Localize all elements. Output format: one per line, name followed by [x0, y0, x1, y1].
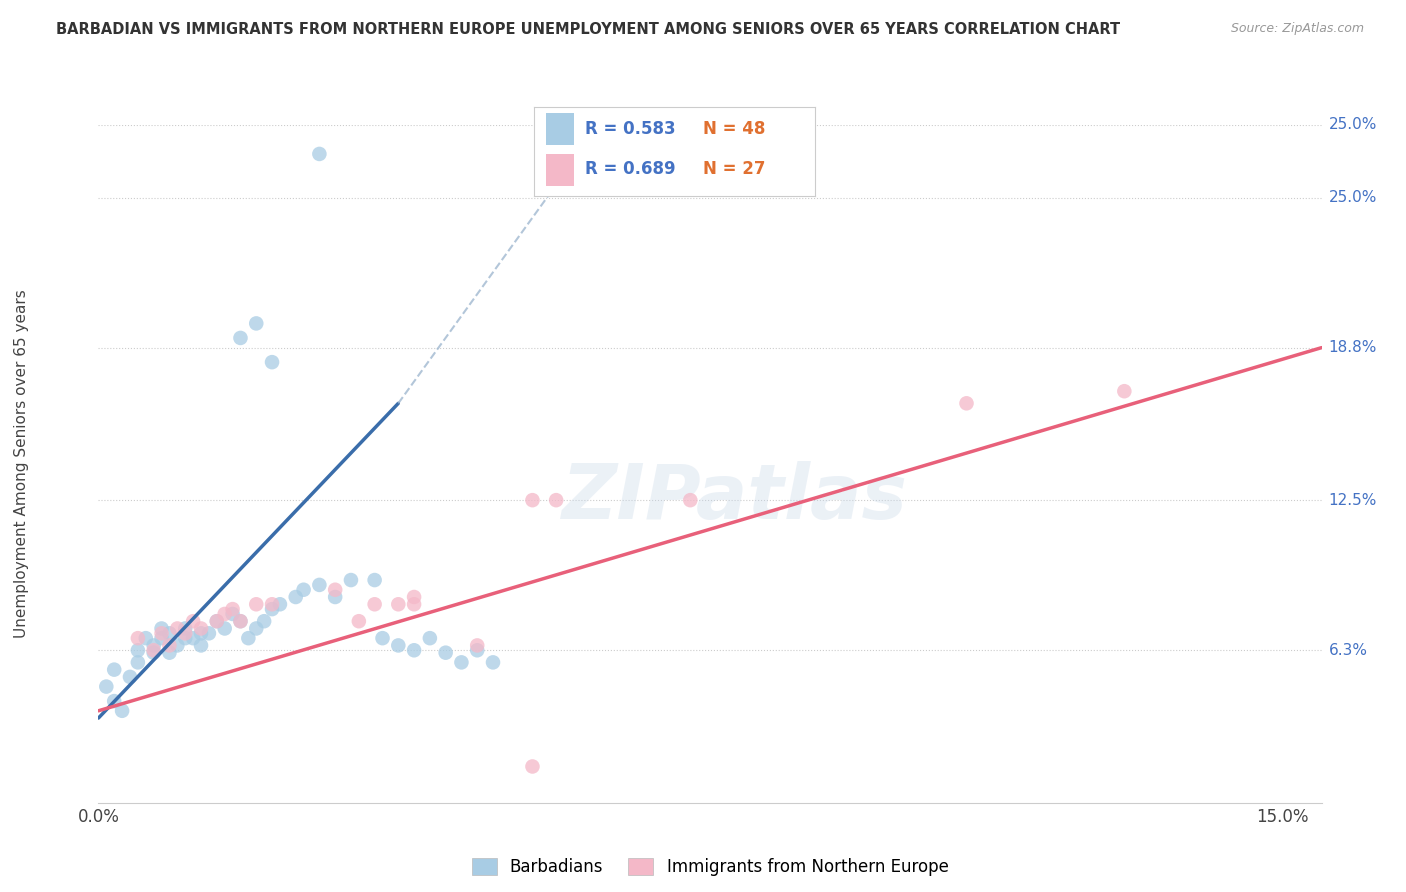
Bar [546, 154, 574, 186]
Text: 25.0%: 25.0% [1329, 190, 1376, 205]
Text: N = 27: N = 27 [703, 161, 765, 178]
Point [260, 602, 283, 616]
Point [347, 614, 370, 628]
Text: Unemployment Among Seniors over 65 years: Unemployment Among Seniors over 65 years [14, 290, 28, 638]
Point [190, 639, 212, 653]
Point [308, 147, 330, 161]
Point [371, 631, 394, 645]
Point [238, 631, 260, 645]
Point [245, 317, 267, 331]
Point [404, 590, 426, 604]
Point [127, 643, 149, 657]
Point [323, 590, 346, 604]
Point [150, 626, 173, 640]
Point [434, 646, 457, 660]
Point [260, 597, 283, 611]
Text: BARBADIAN VS IMMIGRANTS FROM NORTHERN EUROPE UNEMPLOYMENT AMONG SENIORS OVER 65 : BARBADIAN VS IMMIGRANTS FROM NORTHERN EU… [56, 22, 1121, 37]
Point [174, 626, 197, 640]
Text: 12.5%: 12.5% [1329, 492, 1376, 508]
Point [260, 355, 283, 369]
Point [450, 656, 472, 670]
Point [340, 573, 363, 587]
Point [159, 626, 181, 640]
Point [111, 704, 134, 718]
Point [198, 626, 221, 640]
Point [159, 639, 181, 653]
Point [308, 578, 330, 592]
Point [245, 622, 267, 636]
Point [190, 622, 212, 636]
Point [127, 656, 149, 670]
Point [150, 631, 173, 645]
Text: 18.8%: 18.8% [1329, 340, 1376, 355]
Text: N = 48: N = 48 [703, 120, 765, 138]
Point [103, 694, 125, 708]
Point [205, 614, 228, 628]
Point [142, 643, 165, 657]
Point [679, 493, 702, 508]
Point [118, 670, 141, 684]
Point [127, 631, 149, 645]
Point [150, 622, 173, 636]
Point [363, 597, 385, 611]
Point [546, 493, 568, 508]
Point [174, 622, 197, 636]
Point [387, 639, 409, 653]
Point [419, 631, 441, 645]
Point [482, 656, 505, 670]
Point [522, 759, 544, 773]
Point [284, 590, 307, 604]
Point [181, 631, 204, 645]
Point [323, 582, 346, 597]
Text: ZIPatlas: ZIPatlas [561, 461, 907, 534]
Text: R = 0.689: R = 0.689 [585, 161, 675, 178]
Legend: Barbadians, Immigrants from Northern Europe: Barbadians, Immigrants from Northern Eur… [465, 851, 955, 882]
Point [245, 597, 267, 611]
Point [135, 631, 157, 645]
Point [1114, 384, 1136, 399]
Point [465, 639, 488, 653]
Point [159, 646, 181, 660]
Point [465, 643, 488, 657]
Text: 25.0%: 25.0% [1329, 118, 1376, 132]
Point [96, 680, 118, 694]
Point [221, 602, 243, 616]
Point [229, 614, 252, 628]
Point [363, 573, 385, 587]
Point [229, 331, 252, 345]
Point [166, 622, 188, 636]
Point [205, 614, 228, 628]
Point [103, 663, 125, 677]
Point [404, 597, 426, 611]
Point [522, 493, 544, 508]
Point [174, 631, 197, 645]
Bar [546, 113, 574, 145]
Point [181, 614, 204, 628]
Point [404, 643, 426, 657]
Point [955, 396, 977, 410]
Point [142, 639, 165, 653]
Point [253, 614, 276, 628]
Point [214, 622, 236, 636]
Text: Source: ZipAtlas.com: Source: ZipAtlas.com [1230, 22, 1364, 36]
Point [221, 607, 243, 621]
Text: 6.3%: 6.3% [1329, 643, 1368, 657]
Point [292, 582, 315, 597]
Point [214, 607, 236, 621]
Point [387, 597, 409, 611]
Point [142, 646, 165, 660]
Text: R = 0.583: R = 0.583 [585, 120, 675, 138]
Point [166, 639, 188, 653]
Point [269, 597, 291, 611]
Point [229, 614, 252, 628]
Point [190, 626, 212, 640]
